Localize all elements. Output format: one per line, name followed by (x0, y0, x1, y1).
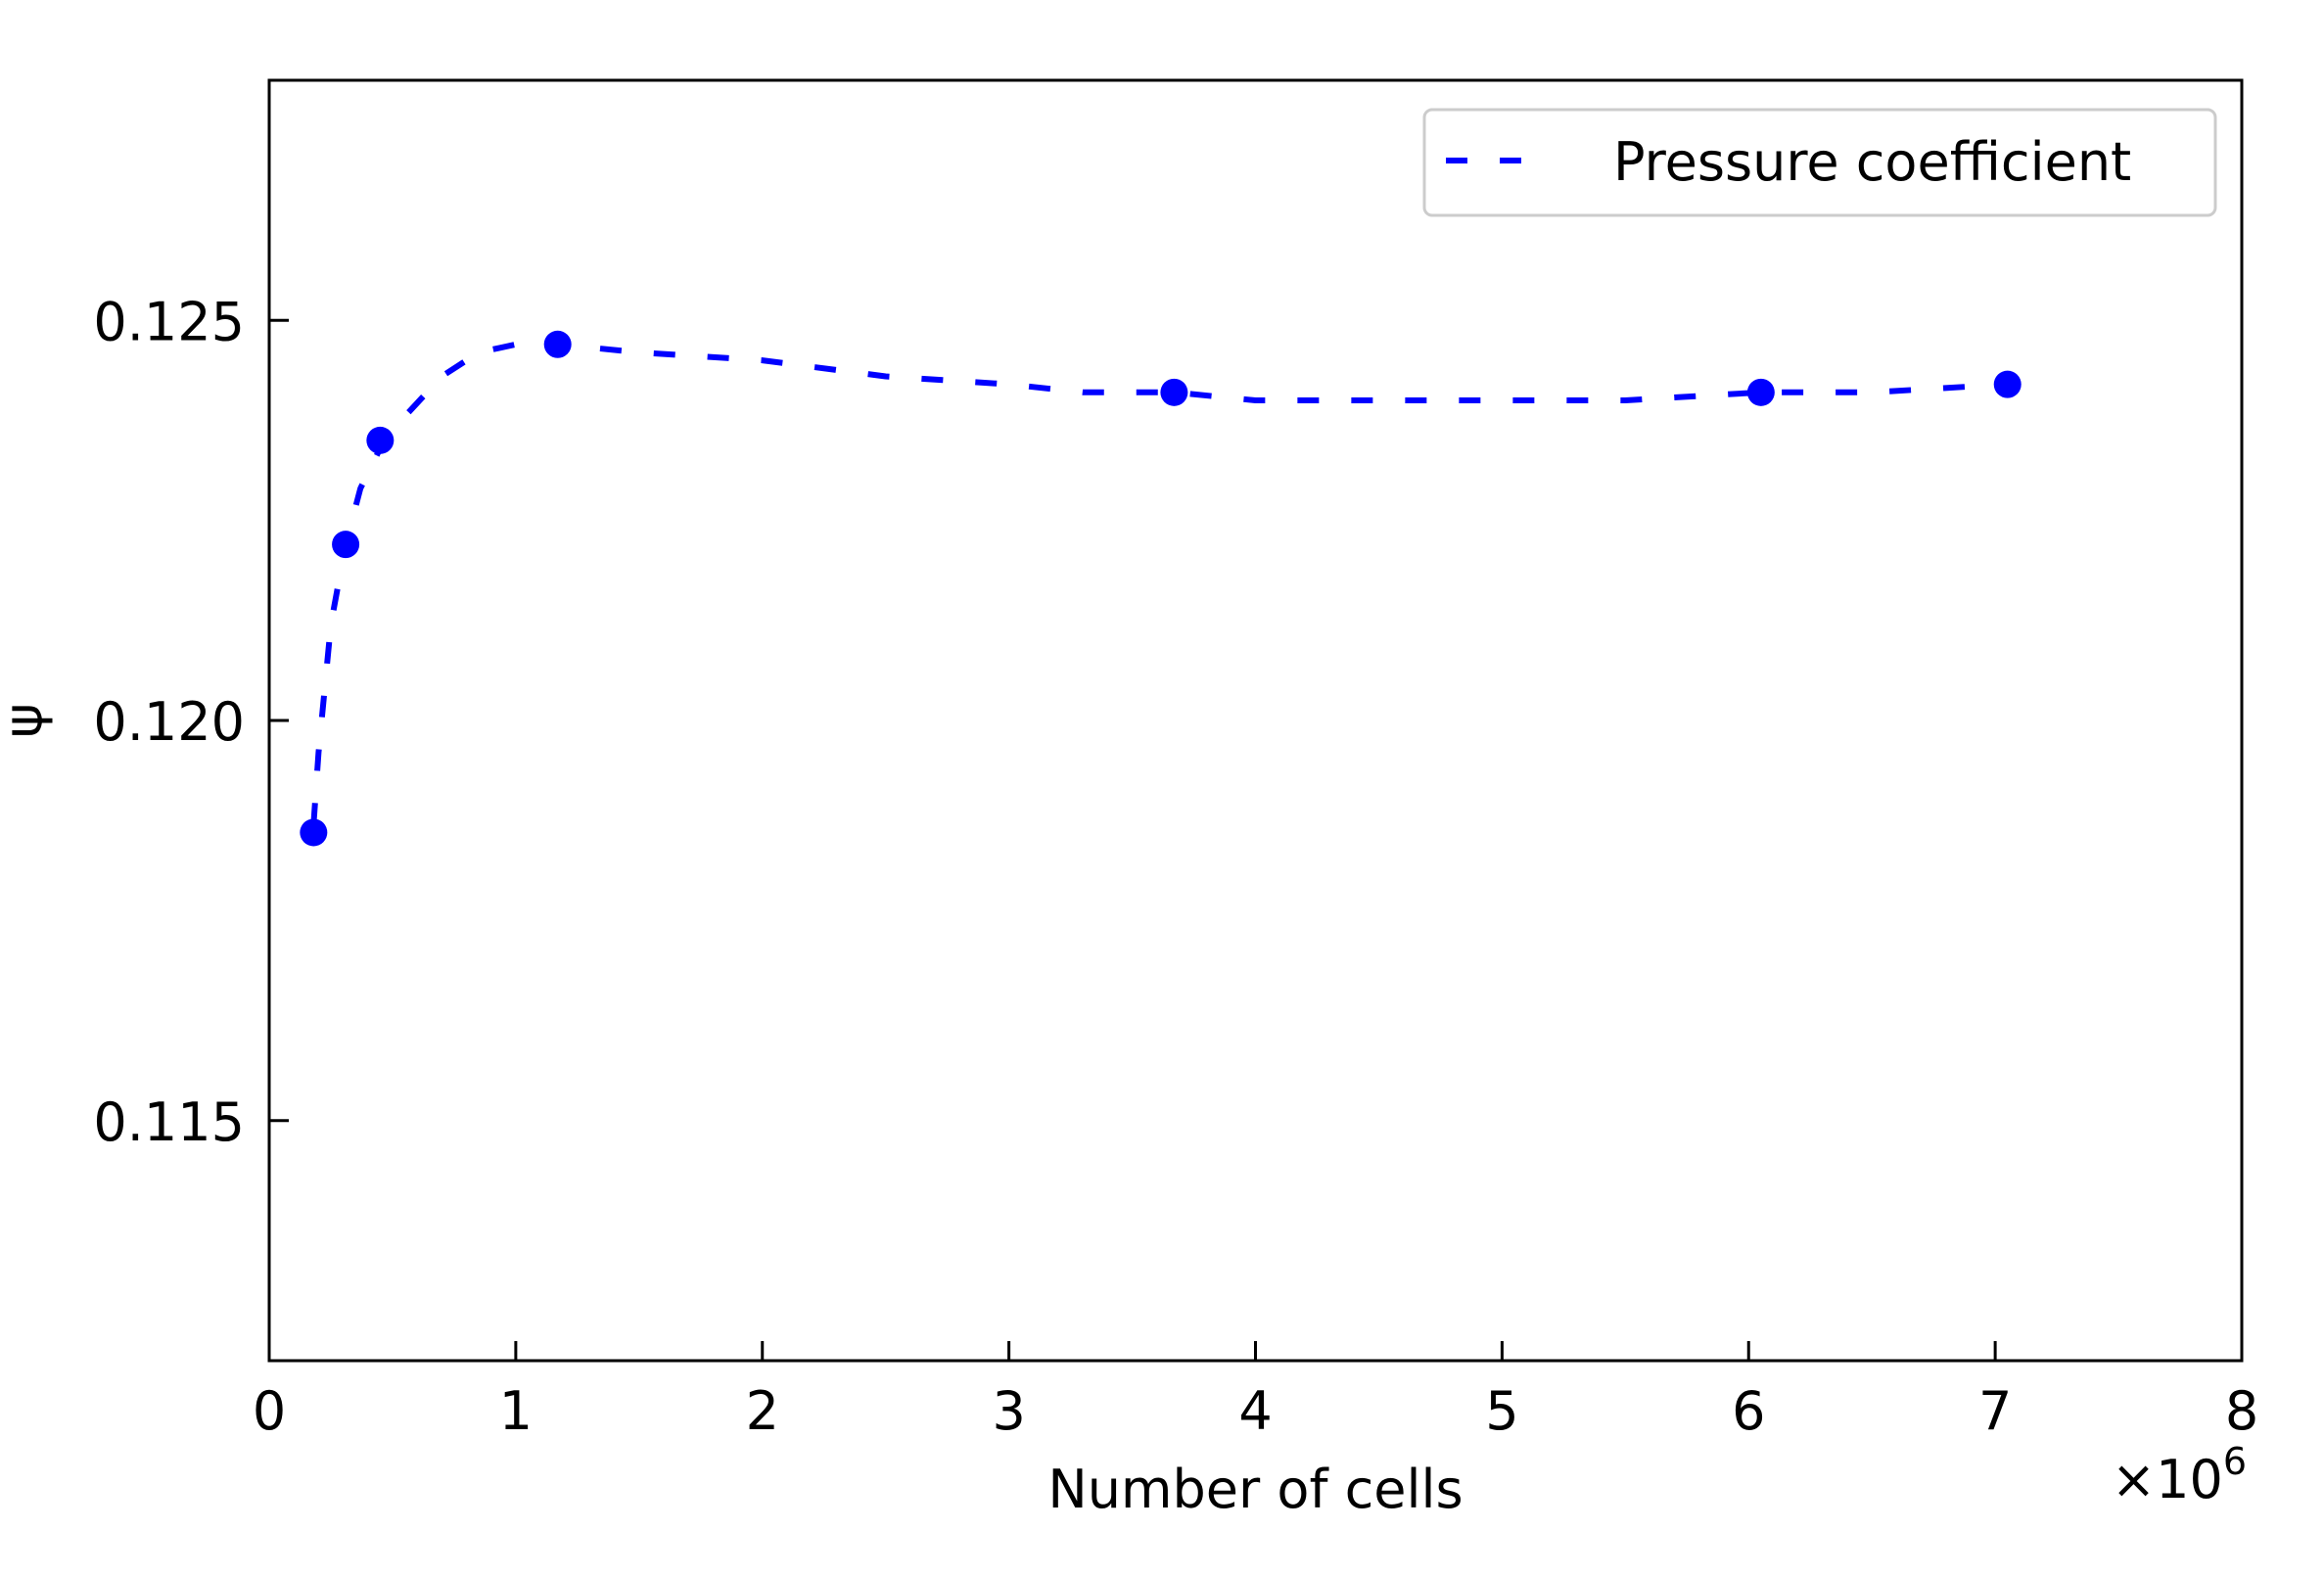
legend-label-pressure-coefficient: Pressure coefficient (1613, 131, 2131, 193)
x-axis-label: Number of cells (1047, 1459, 1463, 1520)
x-tick-label: 1 (499, 1380, 533, 1442)
x-tick-label: 4 (1238, 1380, 1272, 1442)
x-axis-offset-text: ×106 (2112, 1440, 2247, 1510)
data-point (332, 531, 360, 559)
x-tick-label: 6 (1732, 1380, 1765, 1442)
y-tick-label: 0.115 (93, 1091, 245, 1153)
series-line (310, 341, 2008, 825)
y-tick-label: 0.120 (93, 691, 245, 753)
data-point (366, 426, 395, 454)
x-offset-base: ×10 (2112, 1449, 2223, 1510)
x-offset-exponent: 6 (2223, 1440, 2247, 1483)
y-tick-label: 0.125 (93, 291, 245, 352)
x-tick-label: 2 (746, 1380, 779, 1442)
data-point (300, 818, 328, 847)
x-tick-label: 7 (1978, 1380, 2012, 1442)
data-point (1993, 370, 2022, 398)
x-tick-label: 3 (992, 1380, 1025, 1442)
ticks-layer: 0 1 2 3 4 5 6 7 8 0.115 0.120 0.125 (93, 291, 2258, 1442)
x-tick-label: 5 (1485, 1380, 1518, 1442)
y-axis-label: ψ (0, 703, 54, 738)
legend-box (1422, 108, 2217, 217)
series-layer (300, 330, 2022, 847)
legend: Pressure coefficient (1422, 108, 2217, 217)
plot-area-frame (267, 78, 2244, 1363)
data-point (1160, 378, 1188, 406)
data-point (543, 330, 572, 358)
x-tick-label: 0 (253, 1380, 286, 1442)
data-point (1746, 378, 1775, 406)
x-tick-label: 8 (2225, 1380, 2258, 1442)
